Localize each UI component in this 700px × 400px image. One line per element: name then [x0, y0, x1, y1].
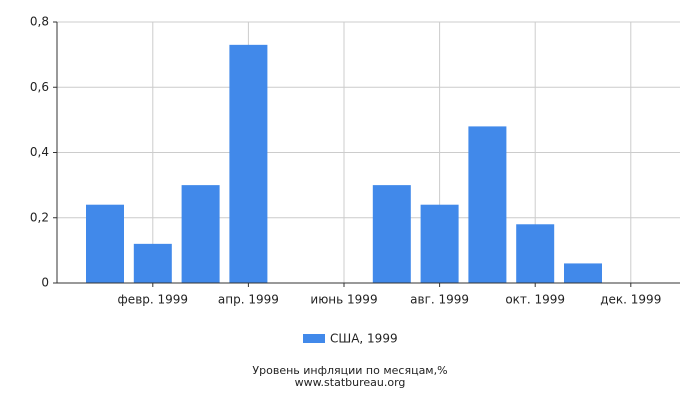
y-tick-label: 0 — [41, 276, 49, 290]
y-tick-label: 0,4 — [30, 145, 49, 159]
x-tick-label: апр. 1999 — [218, 293, 279, 307]
footer-title: Уровень инфляции по месяцам,% — [252, 364, 447, 377]
y-tick-label: 0,6 — [30, 80, 49, 94]
x-tick-label: июнь 1999 — [310, 293, 377, 307]
bar — [181, 185, 220, 283]
x-tick-label: окт. 1999 — [505, 293, 565, 307]
bar — [86, 204, 124, 283]
bar — [133, 243, 172, 283]
x-tick-label: февр. 1999 — [118, 293, 189, 307]
legend-label: США, 1999 — [330, 332, 398, 346]
bar — [420, 204, 459, 283]
bar — [564, 263, 602, 283]
y-tick-label: 0,2 — [30, 210, 49, 224]
y-tick-label: 0,8 — [30, 15, 49, 29]
x-tick-label: дек. 1999 — [600, 293, 661, 307]
legend-swatch — [303, 334, 325, 343]
bar — [229, 44, 268, 284]
footer-source: www.statbureau.org — [295, 376, 406, 389]
bar — [468, 126, 507, 284]
bar — [516, 224, 555, 283]
x-tick-label: авг. 1999 — [410, 293, 469, 307]
bar — [372, 185, 411, 283]
